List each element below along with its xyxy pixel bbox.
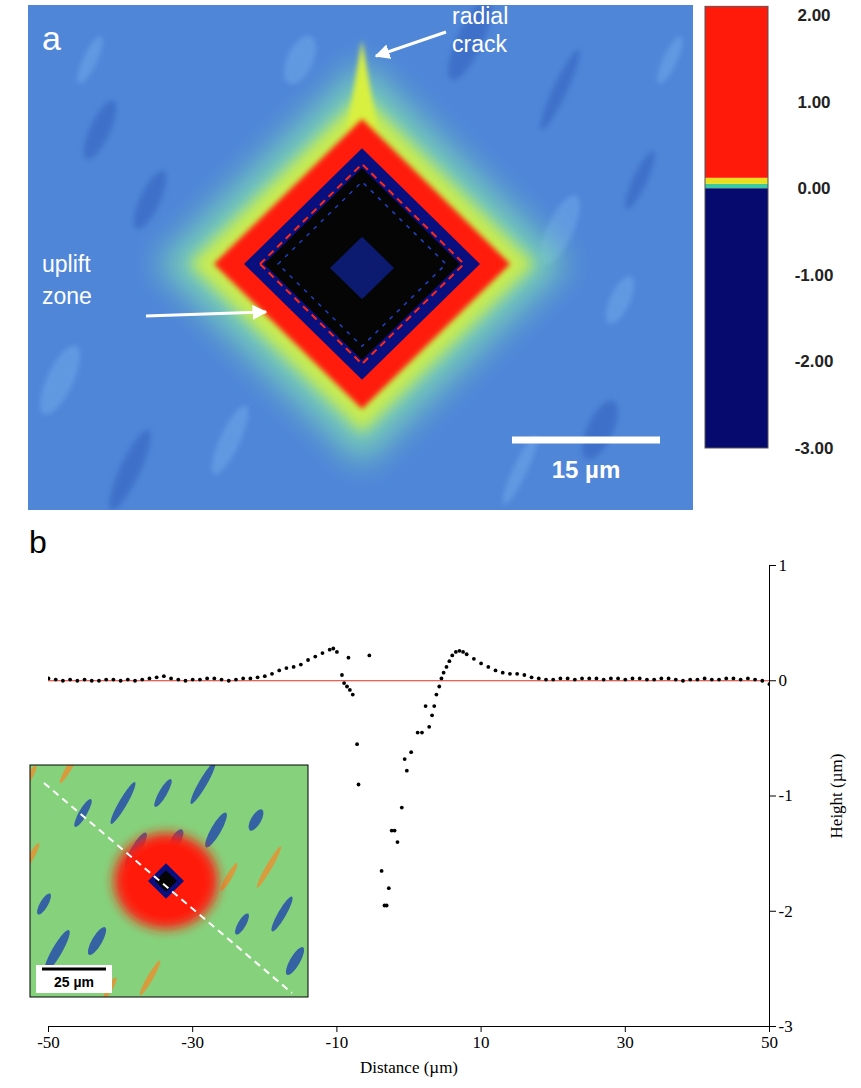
svg-text:10: 10 (473, 1033, 490, 1052)
svg-text:-2.00: -2.00 (795, 352, 834, 371)
svg-text:-10: -10 (326, 1033, 349, 1052)
svg-text:Distance (µm): Distance (µm) (360, 1058, 458, 1077)
svg-text:25 µm: 25 µm (54, 974, 94, 990)
svg-text:15 µm: 15 µm (552, 456, 621, 483)
svg-text:Height (µm): Height (µm) (827, 754, 846, 839)
svg-text:-1: -1 (779, 786, 793, 805)
svg-text:50: 50 (761, 1033, 778, 1052)
svg-text:b: b (29, 524, 47, 560)
svg-text:30: 30 (617, 1033, 634, 1052)
svg-text:0.00: 0.00 (797, 179, 830, 198)
svg-text:-1.00: -1.00 (795, 266, 834, 285)
svg-text:1: 1 (779, 556, 788, 575)
svg-text:-2: -2 (779, 902, 793, 921)
svg-text:2.00: 2.00 (797, 6, 830, 25)
svg-text:-30: -30 (181, 1033, 204, 1052)
svg-text:-50: -50 (37, 1033, 60, 1052)
svg-text:upliftzone: upliftzone (42, 251, 92, 309)
svg-text:a: a (42, 19, 61, 57)
svg-text:-3.00: -3.00 (795, 439, 834, 458)
svg-text:radialcrack: radialcrack (452, 3, 508, 57)
svg-text:-3: -3 (779, 1017, 793, 1036)
svg-text:1.00: 1.00 (797, 93, 830, 112)
svg-text:0: 0 (779, 671, 788, 690)
